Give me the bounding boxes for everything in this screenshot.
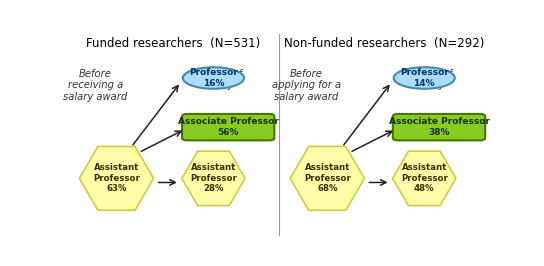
Text: Before
applying for a
salary award: Before applying for a salary award xyxy=(271,69,341,102)
Ellipse shape xyxy=(183,67,244,89)
Text: Associate Professor
38%: Associate Professor 38% xyxy=(388,118,490,137)
Text: Assistant
Professor
48%: Assistant Professor 48% xyxy=(401,164,448,193)
Polygon shape xyxy=(182,151,245,206)
Text: At time of
survey: At time of survey xyxy=(193,69,242,90)
FancyBboxPatch shape xyxy=(182,114,274,140)
Text: Non-funded researchers  (N=292): Non-funded researchers (N=292) xyxy=(284,37,484,50)
Ellipse shape xyxy=(394,67,455,89)
Polygon shape xyxy=(79,147,153,210)
FancyBboxPatch shape xyxy=(393,114,485,140)
Polygon shape xyxy=(290,147,364,210)
Text: Assistant
Professor
68%: Assistant Professor 68% xyxy=(304,164,351,193)
Text: Professor
16%: Professor 16% xyxy=(189,68,238,88)
Text: Associate Professor
56%: Associate Professor 56% xyxy=(178,118,279,137)
Polygon shape xyxy=(393,151,456,206)
Text: Assistant
Professor
63%: Assistant Professor 63% xyxy=(93,164,140,193)
Text: Funded researchers  (N=531): Funded researchers (N=531) xyxy=(86,37,261,50)
Text: Assistant
Professor
28%: Assistant Professor 28% xyxy=(190,164,237,193)
Text: Before
receiving a
salary award: Before receiving a salary award xyxy=(63,69,127,102)
Text: Professor
14%: Professor 14% xyxy=(400,68,449,88)
Text: At time of
survey: At time of survey xyxy=(404,69,453,90)
